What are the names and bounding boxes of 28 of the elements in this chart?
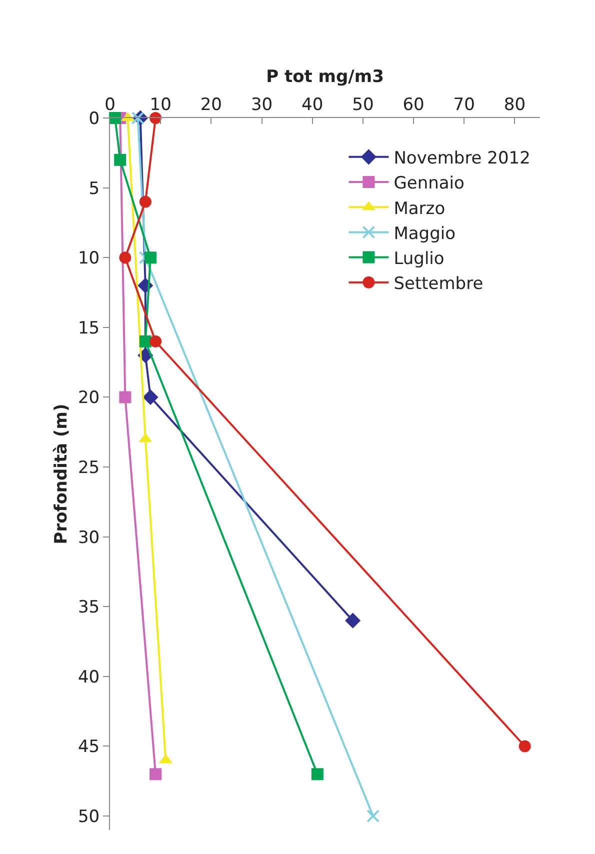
y-axis-title: Profondità (m) — [52, 404, 72, 544]
x-axis-title: P tot mg/m3 — [266, 66, 384, 87]
y-tick-label: 45 — [78, 737, 100, 758]
y-tick-label: 50 — [78, 806, 100, 827]
x-tick-label: 10 — [150, 95, 172, 116]
y-tick-label: 10 — [78, 248, 100, 269]
x-tick-label: 60 — [402, 95, 424, 116]
legend-label: Marzo — [394, 198, 446, 219]
y-tick-label: 15 — [78, 318, 100, 338]
y-tick-label: 5 — [88, 178, 100, 199]
legend-label: Settembre — [394, 274, 484, 294]
x-tick-label: 20 — [200, 95, 222, 116]
x-tick-label: 0 — [104, 95, 116, 116]
legend-label: Gennaio — [394, 174, 464, 194]
x-tick-label: 70 — [453, 95, 475, 116]
legend-label: Luglio — [394, 248, 444, 269]
y-tick-label: 25 — [78, 458, 100, 478]
legend-label: Maggio — [394, 224, 456, 244]
x-tick-label: 30 — [250, 95, 273, 116]
x-tick-label: 50 — [352, 95, 374, 116]
y-tick-label: 40 — [78, 667, 100, 688]
y-tick-label: 0 — [88, 108, 100, 129]
y-tick-label: 30 — [78, 528, 100, 548]
y-tick-label: 35 — [78, 598, 100, 618]
legend-label: Novembre 2012 — [394, 148, 530, 169]
x-tick-label: 80 — [504, 95, 526, 116]
y-tick-label: 20 — [78, 388, 100, 408]
x-tick-label: 40 — [302, 95, 324, 116]
